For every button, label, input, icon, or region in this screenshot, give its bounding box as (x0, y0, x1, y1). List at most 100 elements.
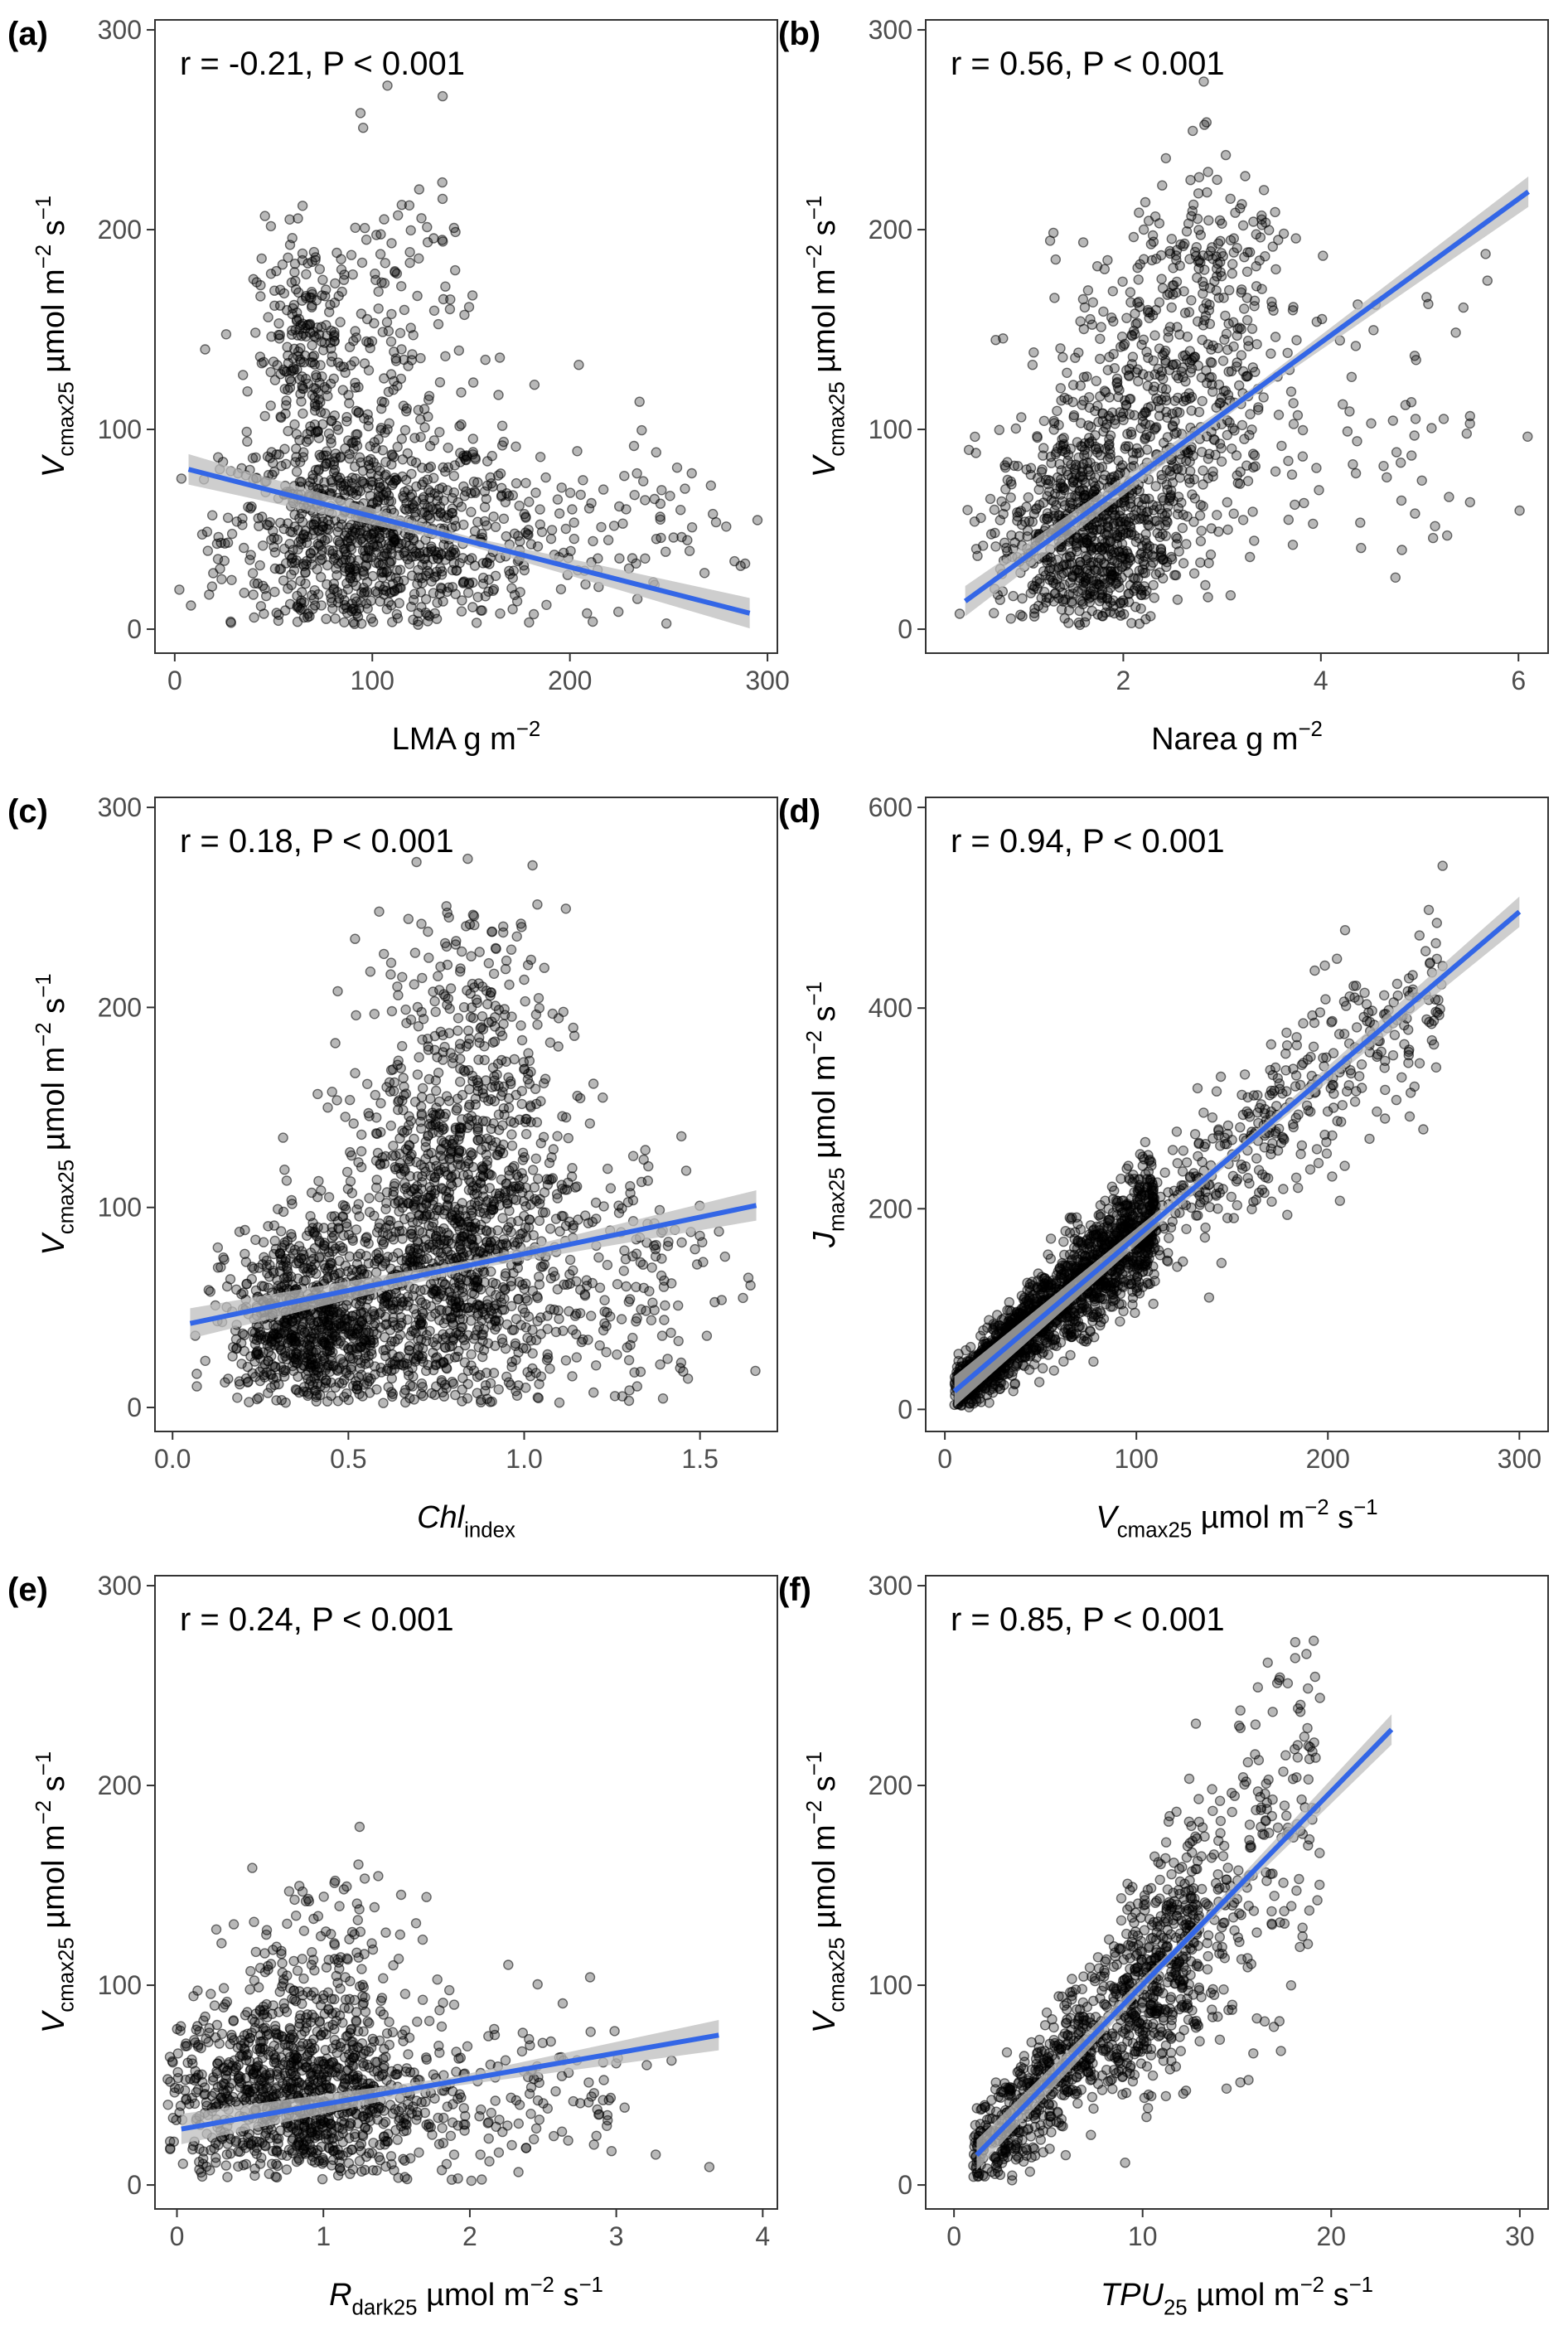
data-point (413, 1020, 424, 1032)
data-point (302, 429, 312, 439)
data-point (530, 1083, 541, 1094)
data-point (255, 291, 266, 302)
data-point (387, 1391, 398, 1402)
data-point (487, 481, 498, 492)
x-tick-label: 2 (1116, 666, 1131, 695)
data-point (560, 1355, 572, 1366)
data-point (1166, 554, 1178, 564)
data-point (1102, 526, 1114, 537)
data-point (273, 615, 284, 627)
data-point (440, 466, 451, 477)
data-point (417, 578, 428, 589)
data-point (239, 1330, 250, 1340)
data-point (554, 508, 565, 519)
data-point (552, 1284, 563, 1295)
data-point (401, 474, 412, 486)
data-point (1095, 542, 1106, 553)
data-point (1278, 228, 1290, 240)
data-point (404, 1340, 415, 1352)
data-point (520, 1322, 531, 1333)
data-point (1102, 254, 1113, 266)
data-point (1092, 579, 1104, 589)
data-point (544, 1364, 555, 1374)
data-point (414, 184, 424, 195)
data-point (1046, 495, 1057, 506)
data-point (534, 1279, 545, 1290)
data-point (1410, 414, 1421, 424)
data-point (332, 569, 342, 581)
data-point (661, 618, 672, 629)
data-point (257, 511, 268, 522)
data-point (438, 236, 448, 247)
data-point (1267, 241, 1279, 252)
data-point (451, 1213, 462, 1224)
data-point (356, 1161, 367, 1173)
data-point (1116, 562, 1127, 573)
data-point (485, 1378, 496, 1389)
data-point (1125, 297, 1136, 308)
data-point (1156, 274, 1167, 284)
data-point (1152, 527, 1163, 539)
data-point (1151, 422, 1162, 433)
data-point (364, 1207, 375, 1218)
data-point (608, 521, 620, 531)
data-point (362, 1078, 373, 1090)
data-point (1077, 400, 1087, 410)
data-point (310, 1347, 322, 1358)
data-point (389, 1303, 399, 1315)
data-point (269, 300, 280, 311)
data-point (441, 1363, 452, 1373)
scatter-points (190, 853, 761, 1408)
data-point (475, 1246, 486, 1257)
data-point (1087, 297, 1099, 308)
data-point (1193, 188, 1204, 199)
data-point (535, 1137, 546, 1149)
data-point (447, 492, 457, 504)
data-point (1156, 473, 1168, 485)
data-point (341, 549, 352, 560)
data-point (327, 1323, 337, 1334)
data-point (341, 578, 352, 589)
data-point (388, 1141, 399, 1151)
data-point (1225, 590, 1236, 601)
data-point (446, 1179, 457, 1189)
data-point (1350, 467, 1362, 479)
data-point (1121, 312, 1132, 323)
data-point (468, 477, 480, 487)
data-point (1203, 167, 1213, 177)
data-point (1203, 558, 1214, 569)
data-point (313, 1175, 324, 1187)
data-point (1355, 517, 1366, 528)
data-point (458, 481, 469, 492)
data-point (207, 510, 218, 521)
data-point (213, 531, 224, 543)
data-point (370, 1361, 380, 1372)
data-point (371, 1128, 383, 1140)
data-point (422, 559, 433, 570)
data-point (339, 617, 350, 627)
data-point (1285, 386, 1297, 397)
data-point (242, 386, 253, 397)
data-point (442, 586, 452, 598)
data-point (1232, 243, 1242, 254)
data-point (437, 177, 448, 188)
data-point (1164, 288, 1175, 298)
data-point (201, 526, 213, 537)
data-point (1081, 550, 1091, 562)
data-point (1071, 541, 1082, 552)
data-point (344, 1315, 355, 1327)
data-point (383, 597, 394, 608)
data-point (1179, 308, 1191, 318)
data-point (386, 1005, 398, 1017)
data-point (487, 1037, 499, 1049)
x-axis-title: LMA g m−2 (392, 718, 540, 757)
data-point (212, 1242, 223, 1253)
data-point (186, 600, 196, 611)
data-point (1160, 153, 1172, 164)
data-point (330, 613, 341, 624)
data-point (409, 589, 420, 599)
data-point (344, 341, 356, 352)
data-point (416, 213, 427, 224)
data-point (321, 446, 332, 457)
axis-label-sub: cmax25 (55, 381, 78, 456)
